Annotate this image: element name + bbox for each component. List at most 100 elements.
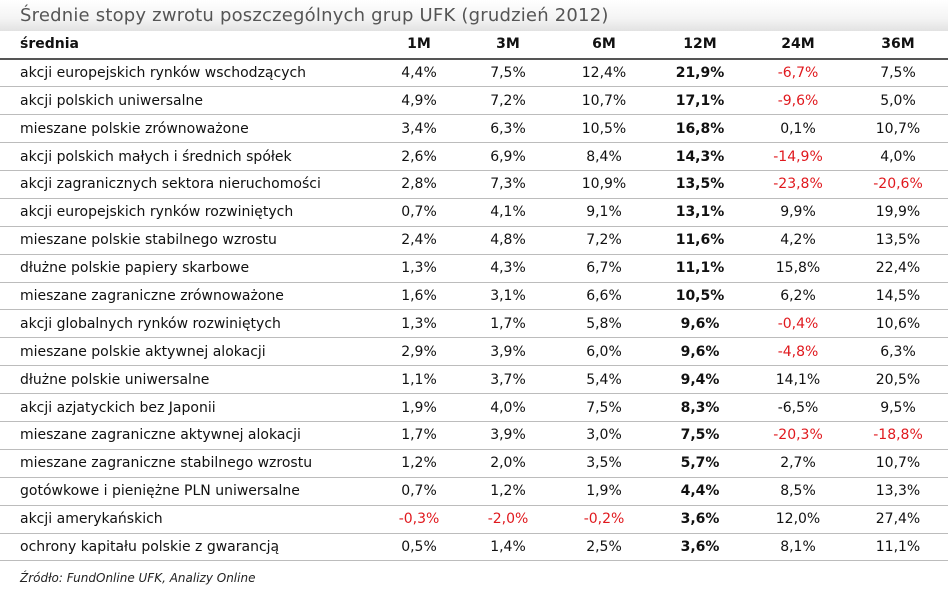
value-cell-1m: -0,3% <box>378 505 460 534</box>
value-cell-24m: -14,9% <box>748 142 848 171</box>
value-cell-12m: 10,5% <box>652 282 748 311</box>
value-cell-1m: 2,6% <box>378 142 460 171</box>
value-cell-36m: 19,9% <box>848 198 948 227</box>
value-cell-1m: 0,5% <box>378 533 460 562</box>
value-cell-6m: 5,8% <box>556 309 652 339</box>
table-row: akcji amerykańskich -0,3% -2,0% -0,2% 3,6% 12… <box>0 505 948 534</box>
value-cell-36m: 22,4% <box>848 254 948 283</box>
value-cell-1m: 4,4% <box>378 58 460 88</box>
row-label: dłużne polskie uniwersalne <box>0 365 378 395</box>
value-cell-12m: 5,7% <box>652 449 748 478</box>
value-cell-24m: -6,5% <box>748 393 848 422</box>
value-cell-6m: 12,4% <box>556 58 652 88</box>
value-cell-6m: 10,5% <box>556 114 652 144</box>
value-cell-36m: -20,6% <box>848 170 948 199</box>
value-cell-6m: 7,5% <box>556 393 652 422</box>
row-label: mieszane zagraniczne stabilnego wzrostu <box>0 449 378 478</box>
value-cell-3m: 1,2% <box>460 477 556 506</box>
value-cell-3m: 4,0% <box>460 393 556 422</box>
row-label: dłużne polskie papiery skarbowe <box>0 254 378 283</box>
table-row: mieszane zagraniczne zrównoważone 1,6% 3,1… <box>0 282 948 311</box>
value-cell-3m: 7,5% <box>460 58 556 88</box>
table-row: akcji europejskich rynków wschodzących 4,… <box>0 58 948 88</box>
value-cell-12m: 9,6% <box>652 309 748 339</box>
value-cell-12m: 14,3% <box>652 142 748 171</box>
returns-table: średnia 1M 3M 6M 12M 24M 36M akcji europ… <box>0 31 948 562</box>
value-cell-3m: 4,8% <box>460 226 556 255</box>
table-body: akcji europejskich rynków wschodzących 4,… <box>0 58 948 562</box>
value-cell-36m: 13,5% <box>848 226 948 255</box>
value-cell-24m: 8,5% <box>748 477 848 506</box>
value-cell-6m: -0,2% <box>556 505 652 534</box>
column-header-3m: 3M <box>460 31 556 60</box>
value-cell-36m: 20,5% <box>848 365 948 395</box>
column-header-24m: 24M <box>748 31 848 60</box>
value-cell-1m: 2,8% <box>378 170 460 199</box>
column-header-12m: 12M <box>652 31 748 60</box>
value-cell-6m: 6,6% <box>556 282 652 311</box>
column-header-1m: 1M <box>378 31 460 60</box>
row-label: akcji zagranicznych sektora nieruchomośc… <box>0 170 378 199</box>
value-cell-1m: 1,1% <box>378 365 460 395</box>
value-cell-24m: -6,7% <box>748 58 848 88</box>
value-cell-6m: 6,7% <box>556 254 652 283</box>
value-cell-24m: -20,3% <box>748 421 848 450</box>
value-cell-6m: 5,4% <box>556 365 652 395</box>
value-cell-1m: 2,9% <box>378 337 460 367</box>
value-cell-36m: 10,6% <box>848 309 948 339</box>
value-cell-6m: 3,0% <box>556 421 652 450</box>
table-row: akcji europejskich rynków rozwiniętych 0,… <box>0 198 948 227</box>
value-cell-12m: 7,5% <box>652 421 748 450</box>
value-cell-36m: 27,4% <box>848 505 948 534</box>
value-cell-1m: 4,9% <box>378 86 460 116</box>
table-row: akcji polskich małych i średnich spółek 2… <box>0 142 948 171</box>
value-cell-3m: 3,7% <box>460 365 556 395</box>
value-cell-36m: 9,5% <box>848 393 948 422</box>
value-cell-6m: 8,4% <box>556 142 652 171</box>
table-row: akcji zagranicznych sektora nieruchomośc… <box>0 170 948 199</box>
chart-title: Średnie stopy zwrotu poszczególnych grup… <box>20 5 609 26</box>
value-cell-12m: 13,1% <box>652 198 748 227</box>
value-cell-3m: 6,3% <box>460 114 556 144</box>
value-cell-1m: 1,3% <box>378 254 460 283</box>
column-header-36m: 36M <box>848 31 948 60</box>
value-cell-1m: 1,2% <box>378 449 460 478</box>
value-cell-24m: 12,0% <box>748 505 848 534</box>
value-cell-12m: 11,1% <box>652 254 748 283</box>
value-cell-6m: 9,1% <box>556 198 652 227</box>
table-row: dłużne polskie uniwersalne 1,1% 3,7% 5,4% 9,… <box>0 365 948 395</box>
value-cell-12m: 16,8% <box>652 114 748 144</box>
table-row: mieszane zagraniczne aktywnej alokacji 1,… <box>0 421 948 450</box>
value-cell-3m: 3,9% <box>460 421 556 450</box>
row-label: mieszane zagraniczne zrównoważone <box>0 282 378 311</box>
source-note: Źródło: FundOnline UFK, Analizy Online <box>20 571 256 585</box>
value-cell-12m: 13,5% <box>652 170 748 199</box>
row-label: akcji amerykańskich <box>0 505 378 534</box>
value-cell-6m: 6,0% <box>556 337 652 367</box>
value-cell-24m: 9,9% <box>748 198 848 227</box>
value-cell-1m: 1,6% <box>378 282 460 311</box>
value-cell-3m: 3,1% <box>460 282 556 311</box>
value-cell-36m: 13,3% <box>848 477 948 506</box>
value-cell-12m: 21,9% <box>652 58 748 88</box>
row-label: mieszane polskie aktywnej alokacji <box>0 337 378 367</box>
row-label: mieszane polskie zrównoważone <box>0 114 378 144</box>
row-label: akcji europejskich rynków wschodzących <box>0 58 378 88</box>
value-cell-24m: 14,1% <box>748 365 848 395</box>
value-cell-3m: 4,3% <box>460 254 556 283</box>
header-row: średnia 1M 3M 6M 12M 24M 36M <box>0 31 948 60</box>
value-cell-3m: 3,9% <box>460 337 556 367</box>
value-cell-36m: 10,7% <box>848 449 948 478</box>
value-cell-3m: 1,7% <box>460 309 556 339</box>
row-label: mieszane zagraniczne aktywnej alokacji <box>0 421 378 450</box>
title-bar: Średnie stopy zwrotu poszczególnych grup… <box>0 0 948 31</box>
value-cell-3m: 1,4% <box>460 533 556 562</box>
row-label: gotówkowe i pieniężne PLN uniwersalne <box>0 477 378 506</box>
value-cell-36m: 6,3% <box>848 337 948 367</box>
value-cell-6m: 3,5% <box>556 449 652 478</box>
value-cell-3m: 7,2% <box>460 86 556 116</box>
value-cell-12m: 3,6% <box>652 533 748 562</box>
value-cell-3m: -2,0% <box>460 505 556 534</box>
value-cell-6m: 2,5% <box>556 533 652 562</box>
table-row: mieszane polskie stabilnego wzrostu 2,4% 4… <box>0 226 948 255</box>
